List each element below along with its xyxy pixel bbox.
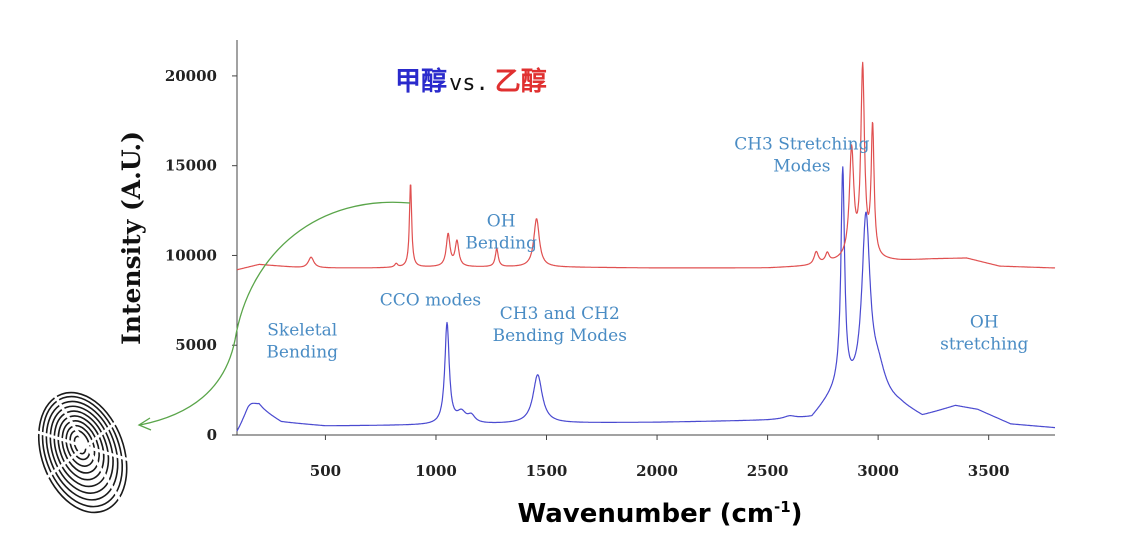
legend-vs: vs. (449, 71, 489, 96)
x-axis-label-main: Wavenumber (cm (517, 499, 774, 529)
annotation-line: CH3 Stretching (734, 135, 869, 155)
annotation-line: stretching (940, 334, 1028, 354)
connector-arrowhead-icon (137, 417, 152, 431)
series-line-methanol (236, 166, 1056, 432)
annotation-line: Modes (773, 157, 830, 177)
x-tick-label: 3500 (968, 462, 1010, 480)
chart-legend: 甲醇vs. 乙醇 (395, 66, 547, 97)
x-axis-label-close: ) (791, 499, 803, 529)
y-axis-label: Intensity (A.U.) (117, 131, 146, 345)
annotation-label: CCO modes (380, 291, 481, 311)
annotation-label: CH3 and CH2 Bending Modes (493, 304, 627, 346)
annotation-label: OH stretching (940, 312, 1028, 354)
x-tick-label: 2000 (636, 462, 678, 480)
annotation-label: CH3 Stretching Modes (734, 135, 869, 177)
annotation-line: Bending (465, 234, 537, 254)
x-tick-label: 1500 (526, 462, 568, 480)
annotation-label: OH Bending (465, 212, 537, 254)
series-layer (236, 61, 1056, 432)
x-axis-label: Wavenumber (cm-1) (517, 498, 802, 529)
x-tick-label: 2500 (747, 462, 789, 480)
legend-methanol: 甲醇 (395, 66, 447, 97)
y-tick-label: 10000 (165, 246, 217, 264)
series-line-ethanol (236, 61, 1056, 271)
chart-axes (236, 40, 1055, 436)
annotation-line: OH (970, 312, 999, 332)
x-tick-label: 500 (310, 462, 341, 480)
y-tick-label: 20000 (165, 67, 217, 85)
y-tick-label: 0 (207, 426, 217, 444)
annotation-line: Bending (266, 342, 338, 362)
legend-ethanol: 乙醇 (495, 66, 547, 97)
x-tick-label: 3000 (857, 462, 899, 480)
connector-arrow (139, 201, 411, 426)
y-tick-label: 5000 (175, 336, 217, 354)
y-tick-label: 15000 (165, 157, 217, 175)
annotation-line: CH3 and CH2 (500, 304, 620, 324)
annotation-line: OH (487, 212, 516, 232)
x-axis-ticks: 500 1000 1500 2000 2500 3000 3500 (310, 435, 1010, 480)
annotation-label: Skeletal Bending (266, 320, 338, 362)
y-axis-ticks: 0 5000 10000 15000 20000 (165, 67, 237, 444)
x-axis-label-sup: -1 (774, 498, 791, 516)
annotation-line: Bending Modes (493, 326, 627, 346)
annotation-line: Skeletal (267, 320, 337, 340)
x-tick-label: 1000 (415, 462, 457, 480)
annotation-line: CCO modes (380, 291, 481, 311)
fingerprint-icon (31, 381, 129, 514)
